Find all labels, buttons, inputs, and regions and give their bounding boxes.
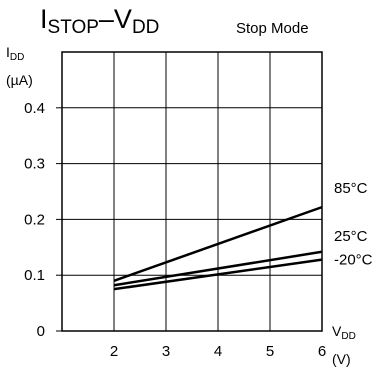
chart-subtitle: Stop Mode: [236, 20, 309, 37]
y-tick-label: 0.2: [24, 211, 45, 228]
y-axis-label: IDD (µA): [6, 44, 33, 88]
y-tick-label: 0: [37, 323, 45, 340]
series-line: [113, 250, 323, 287]
x-tick-label: 2: [110, 343, 118, 360]
series-label: -20°C: [334, 252, 373, 269]
series-label: 85°C: [334, 180, 368, 197]
x-tick-label: 5: [266, 343, 274, 360]
plot-frame: [61, 51, 323, 332]
y-tick-label: 0.4: [24, 100, 45, 117]
x-tick-label: 6: [318, 343, 326, 360]
y-tick-label: 0.1: [24, 267, 45, 284]
x-tick-label: 4: [214, 343, 222, 360]
chart-title: ISTOP–VDD: [40, 4, 160, 38]
series-line: [113, 205, 323, 282]
series-line: [113, 258, 323, 291]
x-axis-label: VDD (V): [332, 323, 356, 367]
series-label: 25°C: [334, 228, 368, 245]
x-tick-label: 3: [162, 343, 170, 360]
y-tick-label: 0.3: [24, 156, 45, 173]
